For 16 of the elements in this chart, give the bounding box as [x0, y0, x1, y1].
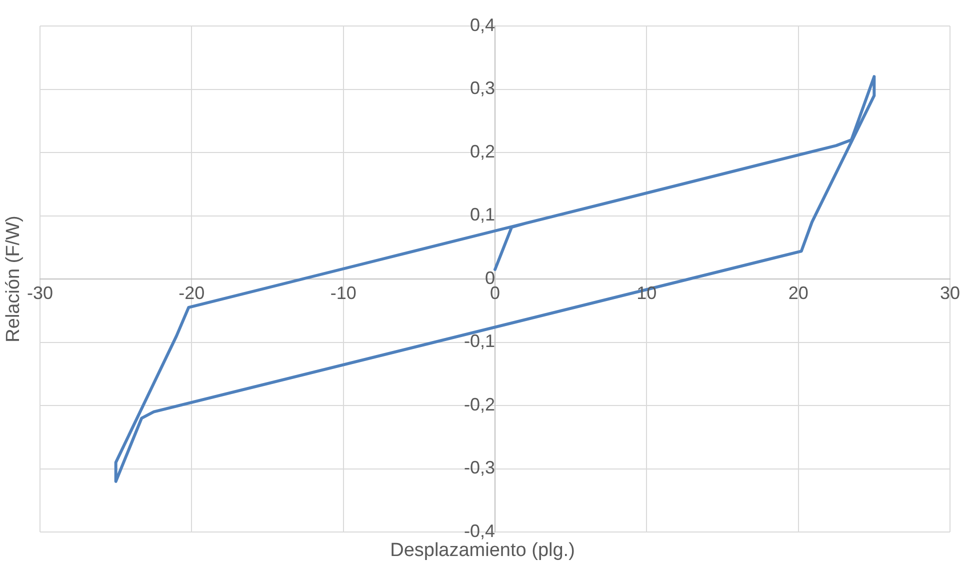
x-axis-title: Desplazamiento (plg.)	[389, 540, 576, 562]
y-tick-label: 0,3	[470, 78, 495, 98]
y-tick-label: -0,3	[464, 458, 495, 478]
y-tick-label: -0,4	[464, 520, 495, 541]
y-tick-label: -0,2	[464, 394, 495, 414]
x-tick-label: -30	[26, 282, 54, 303]
x-tick-label: 30	[940, 282, 960, 303]
y-tick-label: 0,2	[470, 141, 495, 162]
y-tick-label: 0,1	[470, 204, 495, 225]
y-axis-title: Relación (F/W)	[3, 216, 25, 342]
y-tick-label: -0,1	[464, 331, 495, 352]
x-tick-label: 20	[788, 282, 808, 303]
y-tick-label: 0	[484, 268, 495, 288]
x-tick-label: -20	[178, 282, 205, 303]
y-tick-label: 0,4	[470, 14, 495, 35]
x-tick-label: -10	[330, 282, 356, 303]
